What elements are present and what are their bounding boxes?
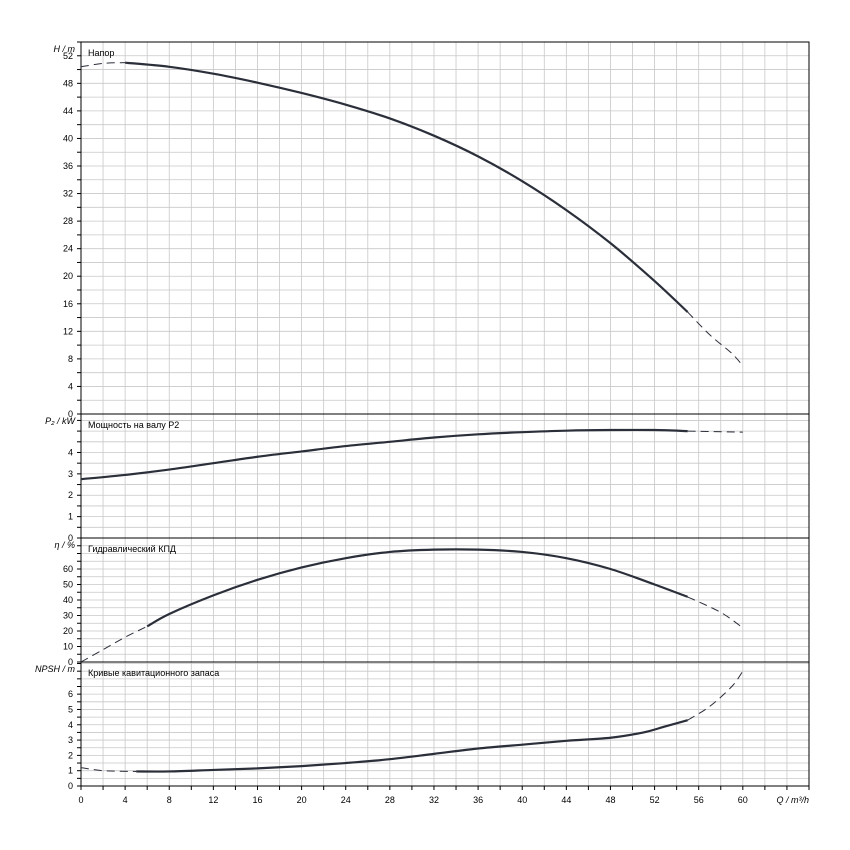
y-tick-label: 4	[68, 720, 73, 730]
y-tick-label: 20	[63, 271, 73, 281]
y-tick-label: 12	[63, 326, 73, 336]
y-tick-label: 20	[63, 626, 73, 636]
y-tick-label: 1	[68, 766, 73, 776]
panel-title-npsh: Кривые кавитационного запаса	[88, 668, 219, 678]
panel-title-head: Напор	[88, 48, 114, 58]
y-tick-label: 4	[68, 447, 73, 457]
y-tick-label: 6	[68, 689, 73, 699]
y-tick-label: 3	[68, 735, 73, 745]
y-tick-label: 44	[63, 106, 73, 116]
y-tick-label: 28	[63, 216, 73, 226]
x-axis-title: Q / m³/h	[776, 795, 809, 805]
panel-frame-npsh	[80, 661, 810, 787]
y-tick-label: 52	[63, 51, 73, 61]
x-tick-label: 48	[605, 795, 615, 805]
y-tick-label: 1	[68, 512, 73, 522]
x-tick-label: 4	[123, 795, 128, 805]
y-tick-label: 36	[63, 161, 73, 171]
y-axis-title-power: P₂ / kW	[45, 416, 76, 426]
y-tick-label: 0	[68, 409, 73, 419]
y-tick-label: 3	[68, 469, 73, 479]
y-tick-label: 0	[68, 657, 73, 667]
x-tick-label: 60	[738, 795, 748, 805]
y-tick-label: 16	[63, 299, 73, 309]
curve-npsh-solid-0	[136, 719, 688, 773]
curve-efficiency-solid-0	[146, 548, 689, 628]
curve-npsh-dashed-2	[687, 670, 744, 721]
panel-title-power: Мощность на валу P2	[88, 420, 179, 430]
x-tick-label: 24	[341, 795, 351, 805]
curve-layer	[80, 61, 744, 773]
y-tick-label: 60	[63, 564, 73, 574]
panel-title-efficiency: Гидравлический КПД	[88, 544, 176, 554]
x-tick-label: 52	[650, 795, 660, 805]
y-tick-label: 24	[63, 244, 73, 254]
grid-layer	[80, 41, 810, 787]
curve-head-dashed-1	[80, 62, 126, 68]
x-tick-label: 20	[297, 795, 307, 805]
y-axis-title-efficiency: η / %	[54, 540, 75, 550]
y-tick-label: 40	[63, 133, 73, 143]
y-tick-label: 5	[68, 704, 73, 714]
curve-efficiency-dashed-2	[687, 596, 744, 629]
x-tick-label: 0	[78, 795, 83, 805]
curve-power-solid-0	[80, 428, 688, 481]
y-tick-label: 8	[68, 354, 73, 364]
y-tick-label: 2	[68, 750, 73, 760]
curve-npsh-dashed-1	[80, 767, 137, 772]
y-tick-label: 4	[68, 381, 73, 391]
y-tick-label: 40	[63, 595, 73, 605]
x-tick-label: 28	[385, 795, 395, 805]
y-tick-label: 30	[63, 611, 73, 621]
y-axis-title-npsh: NPSH / m	[35, 664, 76, 674]
x-tick-label: 40	[517, 795, 527, 805]
x-tick-label: 44	[561, 795, 571, 805]
curve-head-dashed-2	[687, 311, 744, 367]
curve-head-solid-0	[125, 61, 689, 313]
x-tick-label: 8	[167, 795, 172, 805]
x-tick-label: 56	[694, 795, 704, 805]
y-axis-title-head: H / m	[54, 44, 76, 54]
x-tick-label: 36	[473, 795, 483, 805]
y-tick-label: 10	[63, 642, 73, 652]
y-tick-label: 50	[63, 580, 73, 590]
y-tick-label: 0	[68, 533, 73, 543]
y-tick-label: 2	[68, 490, 73, 500]
y-tick-label: 0	[68, 781, 73, 791]
y-tick-label: 32	[63, 189, 73, 199]
x-tick-label: 16	[252, 795, 262, 805]
x-tick-label: 32	[429, 795, 439, 805]
frame-layer	[77, 41, 810, 790]
y-tick-label: 48	[63, 78, 73, 88]
curve-power-dashed-1	[687, 430, 743, 433]
x-tick-label: 12	[208, 795, 218, 805]
